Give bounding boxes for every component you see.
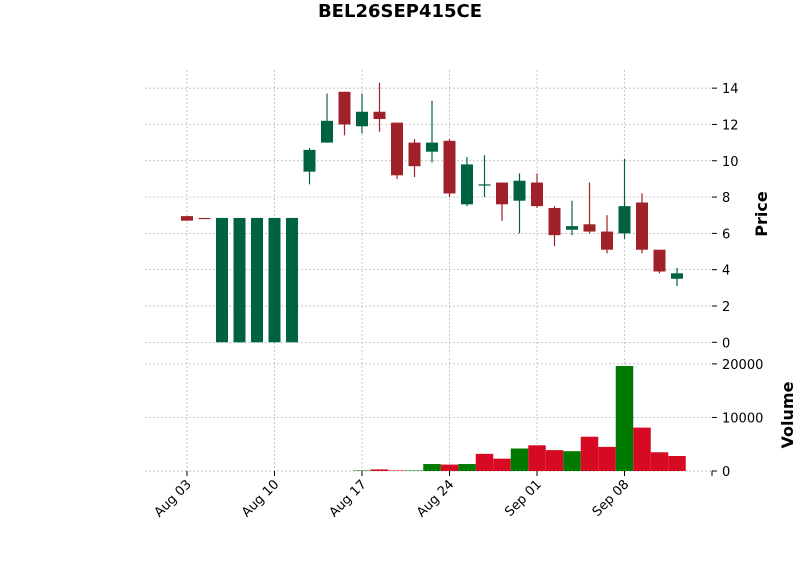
candle-body (373, 111, 386, 120)
candle-body (426, 142, 438, 152)
volume-bar (615, 366, 634, 471)
candle-body (671, 273, 683, 279)
x-tick-label: Aug 10 (239, 477, 282, 520)
candle-body (338, 91, 351, 125)
candle-body (408, 142, 421, 167)
volume-axis-label: Volume (778, 381, 797, 448)
x-tick-label: Aug 24 (414, 477, 457, 520)
volume-bar (668, 456, 686, 471)
candle-body (286, 217, 298, 343)
candle-body (268, 217, 281, 343)
y-tick-label: 10000 (722, 411, 763, 426)
candle-body (198, 217, 211, 220)
y-tick-label: 2 (722, 300, 730, 315)
x-tick-label: Sep 01 (502, 477, 545, 520)
volume-bar (528, 445, 546, 471)
volume-bar (353, 470, 371, 471)
candle-body (531, 182, 543, 207)
volume-bar (440, 464, 459, 471)
x-tick-label: Aug 17 (327, 477, 370, 520)
volume-bar (475, 453, 494, 471)
candle-body (583, 224, 596, 232)
volume-bar (545, 450, 564, 471)
volume-bar (458, 464, 476, 471)
volume-bar (510, 448, 529, 471)
volume-bar (598, 446, 616, 471)
candle-body (251, 217, 263, 343)
candle-body (566, 226, 578, 230)
x-tick-label: Sep 08 (590, 477, 633, 520)
volume-bar (370, 469, 389, 471)
candle-body (216, 217, 228, 343)
volume-bar (580, 436, 599, 471)
y-tick-label: 0 (722, 465, 730, 480)
chart-title: BEL26SEP415CE (318, 1, 482, 22)
candle-body (443, 140, 456, 194)
volume-bar (405, 470, 424, 471)
volume-bar (650, 452, 669, 471)
candle-body (181, 216, 193, 221)
candle-body (461, 164, 473, 205)
candle-body (233, 217, 246, 343)
candle-body (548, 207, 561, 236)
candle-body (356, 111, 368, 127)
y-tick-label: 20000 (722, 358, 763, 373)
y-tick-label: 10 (722, 155, 739, 170)
candle-body (391, 122, 403, 176)
y-tick-label: 14 (722, 82, 739, 97)
candle-body (653, 249, 666, 272)
volume-bar (563, 451, 581, 471)
volume-bar (423, 464, 441, 471)
volume-bar (388, 470, 406, 471)
candle-body (513, 180, 526, 201)
candle-body (303, 149, 316, 172)
candle-body (321, 120, 333, 143)
volume-bar (633, 427, 651, 471)
y-tick-label: 4 (722, 264, 730, 279)
y-tick-label: 8 (722, 191, 730, 206)
candle-body (478, 184, 491, 186)
candle-body (601, 231, 613, 250)
candle-body (636, 202, 648, 250)
y-tick-label: 6 (722, 227, 730, 242)
candle-body (496, 182, 508, 205)
y-axis-label: Price (752, 191, 771, 237)
y-tick-label: 0 (722, 336, 730, 351)
volume-bar (493, 458, 511, 471)
x-tick-label: Aug 03 (152, 477, 195, 520)
candle-body (618, 206, 631, 234)
y-tick-label: 12 (722, 118, 739, 133)
